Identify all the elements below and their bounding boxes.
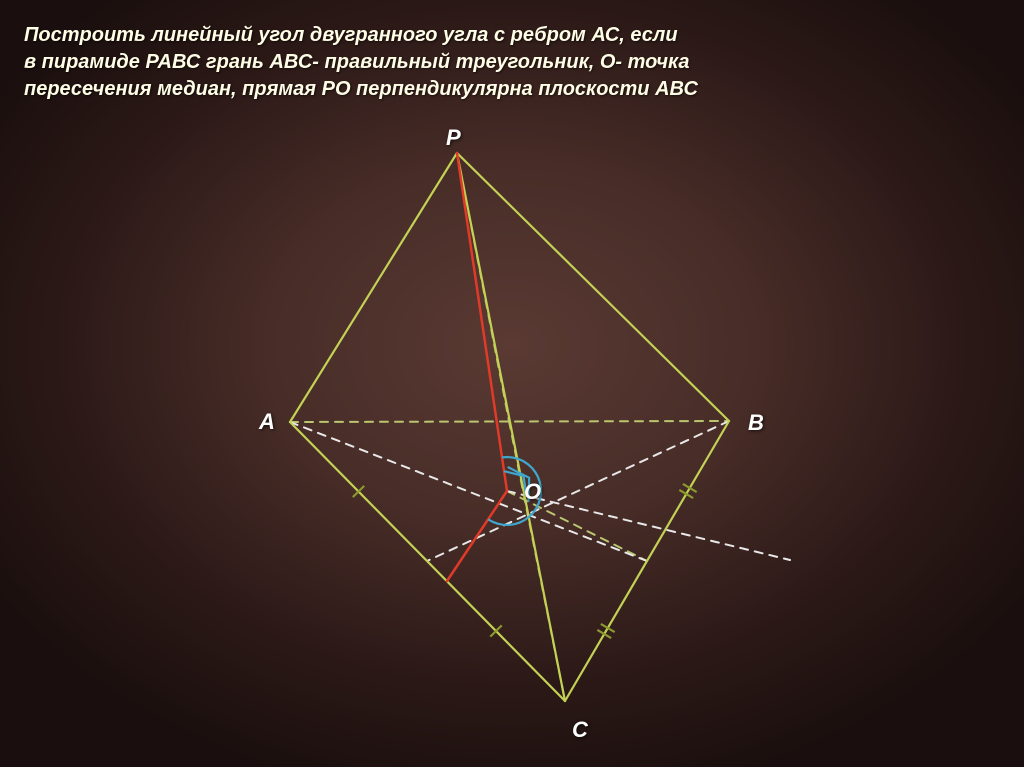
pyramid-diagram bbox=[0, 0, 1024, 767]
label-C: С bbox=[572, 717, 588, 743]
label-O: О bbox=[524, 479, 541, 505]
label-A: А bbox=[259, 409, 275, 435]
label-P: Р bbox=[446, 125, 461, 151]
label-B: В bbox=[748, 410, 764, 436]
